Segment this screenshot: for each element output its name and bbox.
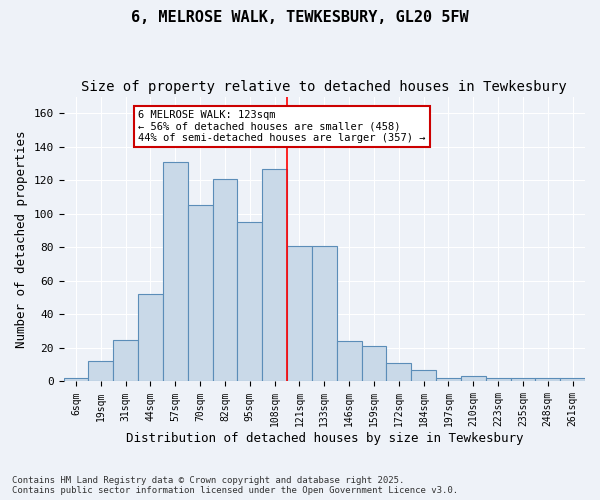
Bar bbox=[287, 246, 312, 382]
Text: 6, MELROSE WALK, TEWKESBURY, GL20 5FW: 6, MELROSE WALK, TEWKESBURY, GL20 5FW bbox=[131, 10, 469, 25]
Bar bbox=[212, 178, 238, 382]
Bar bbox=[64, 378, 88, 382]
Bar bbox=[485, 378, 511, 382]
Bar bbox=[411, 370, 436, 382]
Text: Contains HM Land Registry data © Crown copyright and database right 2025.
Contai: Contains HM Land Registry data © Crown c… bbox=[12, 476, 458, 495]
Title: Size of property relative to detached houses in Tewkesbury: Size of property relative to detached ho… bbox=[82, 80, 567, 94]
Bar bbox=[238, 222, 262, 382]
Y-axis label: Number of detached properties: Number of detached properties bbox=[15, 130, 28, 348]
Bar bbox=[138, 294, 163, 382]
Bar bbox=[113, 340, 138, 382]
Bar bbox=[337, 341, 362, 382]
Bar bbox=[163, 162, 188, 382]
Bar bbox=[188, 206, 212, 382]
Bar bbox=[386, 363, 411, 382]
Bar bbox=[362, 346, 386, 382]
X-axis label: Distribution of detached houses by size in Tewkesbury: Distribution of detached houses by size … bbox=[125, 432, 523, 445]
Bar bbox=[535, 378, 560, 382]
Bar bbox=[262, 168, 287, 382]
Bar bbox=[461, 376, 485, 382]
Text: 6 MELROSE WALK: 123sqm
← 56% of detached houses are smaller (458)
44% of semi-de: 6 MELROSE WALK: 123sqm ← 56% of detached… bbox=[138, 110, 425, 143]
Bar bbox=[511, 378, 535, 382]
Bar bbox=[88, 362, 113, 382]
Bar bbox=[436, 378, 461, 382]
Bar bbox=[312, 246, 337, 382]
Bar bbox=[560, 378, 585, 382]
